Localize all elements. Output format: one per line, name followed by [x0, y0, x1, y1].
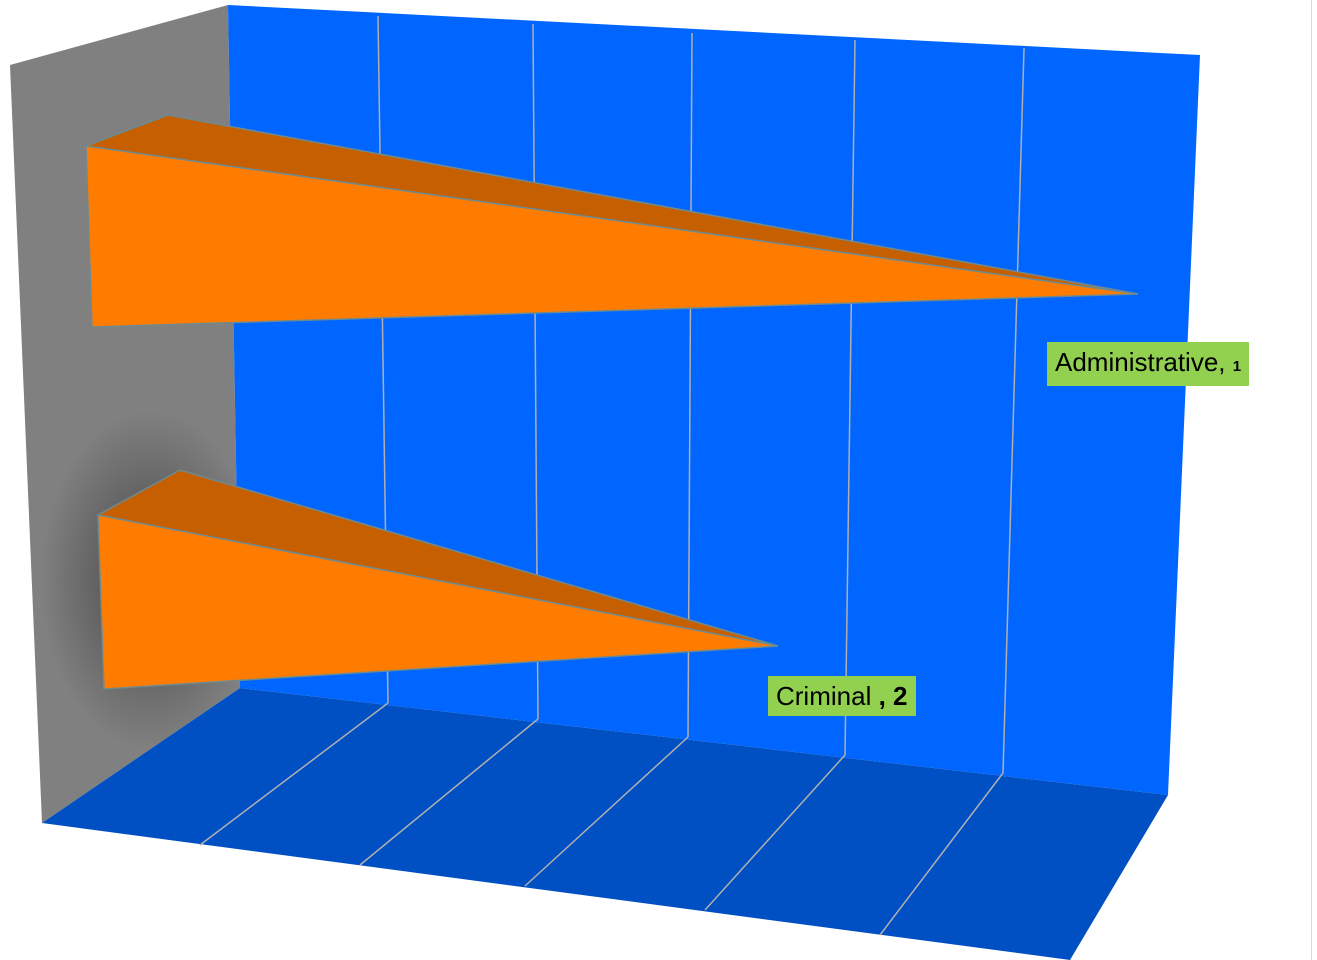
- bars: [85, 114, 1139, 690]
- floor-gridlines: [199, 702, 1004, 936]
- data-label-category: Criminal: [776, 681, 879, 711]
- data-label-value: 1: [1232, 358, 1242, 375]
- data-label-criminal: Criminal , 2: [768, 676, 916, 716]
- back-gridline: [1002, 47, 1025, 774]
- page-edge-line: [1311, 0, 1312, 960]
- floor-gridline: [879, 772, 1004, 936]
- data-label-category: Administrative: [1055, 347, 1219, 377]
- floor: [42, 688, 1168, 960]
- back-gridline: [844, 39, 856, 756]
- floor-gridline: [524, 736, 689, 887]
- data-label-separator: ,: [878, 681, 886, 711]
- data-label-separator: ,: [1218, 347, 1226, 377]
- bar-criminal-front: [97, 514, 779, 690]
- bar-administrative-front: [85, 145, 1139, 328]
- floor-gridline: [359, 718, 539, 866]
- floor-gridline: [199, 702, 389, 846]
- data-label-administrative: Administrative, 1: [1047, 342, 1250, 386]
- back-wall: [228, 5, 1200, 795]
- floor-gridline: [704, 754, 846, 911]
- data-label-value: 2: [893, 681, 908, 711]
